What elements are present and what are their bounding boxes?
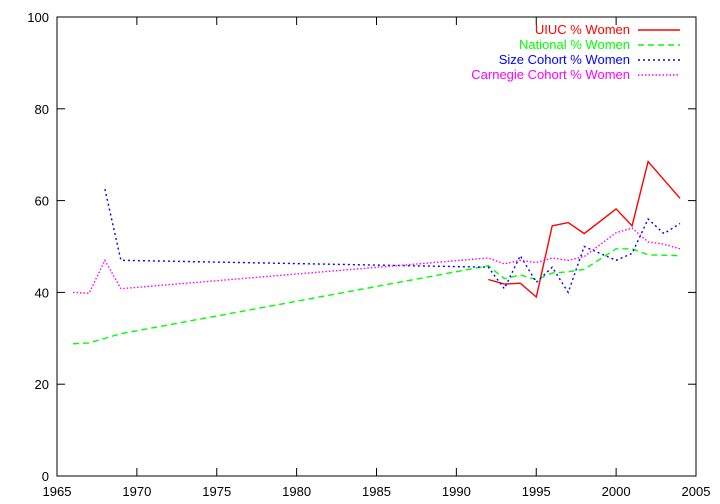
- series-line-3: [72, 227, 681, 295]
- legend-label: National % Women: [519, 37, 630, 52]
- series-line-2: [104, 188, 681, 294]
- y-tick-label: 20: [35, 377, 49, 392]
- x-tick-label: 2005: [682, 484, 711, 499]
- legend-label: Carnegie Cohort % Women: [471, 67, 630, 82]
- x-tick-label: 1980: [282, 484, 311, 499]
- x-tick-label: 2000: [602, 484, 631, 499]
- x-tick-label: 1995: [522, 484, 551, 499]
- x-tick-label: 1965: [43, 484, 72, 499]
- y-tick-label: 0: [42, 469, 49, 484]
- x-tick-label: 1990: [442, 484, 471, 499]
- x-tick-label: 1975: [202, 484, 231, 499]
- x-tick-label: 1985: [362, 484, 391, 499]
- legend-label: UIUC % Women: [535, 22, 630, 37]
- y-tick-label: 40: [35, 285, 49, 300]
- y-tick-label: 80: [35, 102, 49, 117]
- legend-label: Size Cohort % Women: [499, 52, 630, 67]
- x-axis: 1965 1970 1975 1980 1985 1990 1995 2000 2005: [43, 17, 711, 499]
- y-axis: 0 20 40 60 80 100: [27, 10, 696, 484]
- series-line-0: [488, 160, 681, 299]
- x-tick-label: 1970: [122, 484, 151, 499]
- series-layer: [72, 160, 681, 345]
- y-tick-label: 100: [27, 10, 49, 25]
- y-tick-label: 60: [35, 194, 49, 209]
- series-line-1: [72, 248, 681, 345]
